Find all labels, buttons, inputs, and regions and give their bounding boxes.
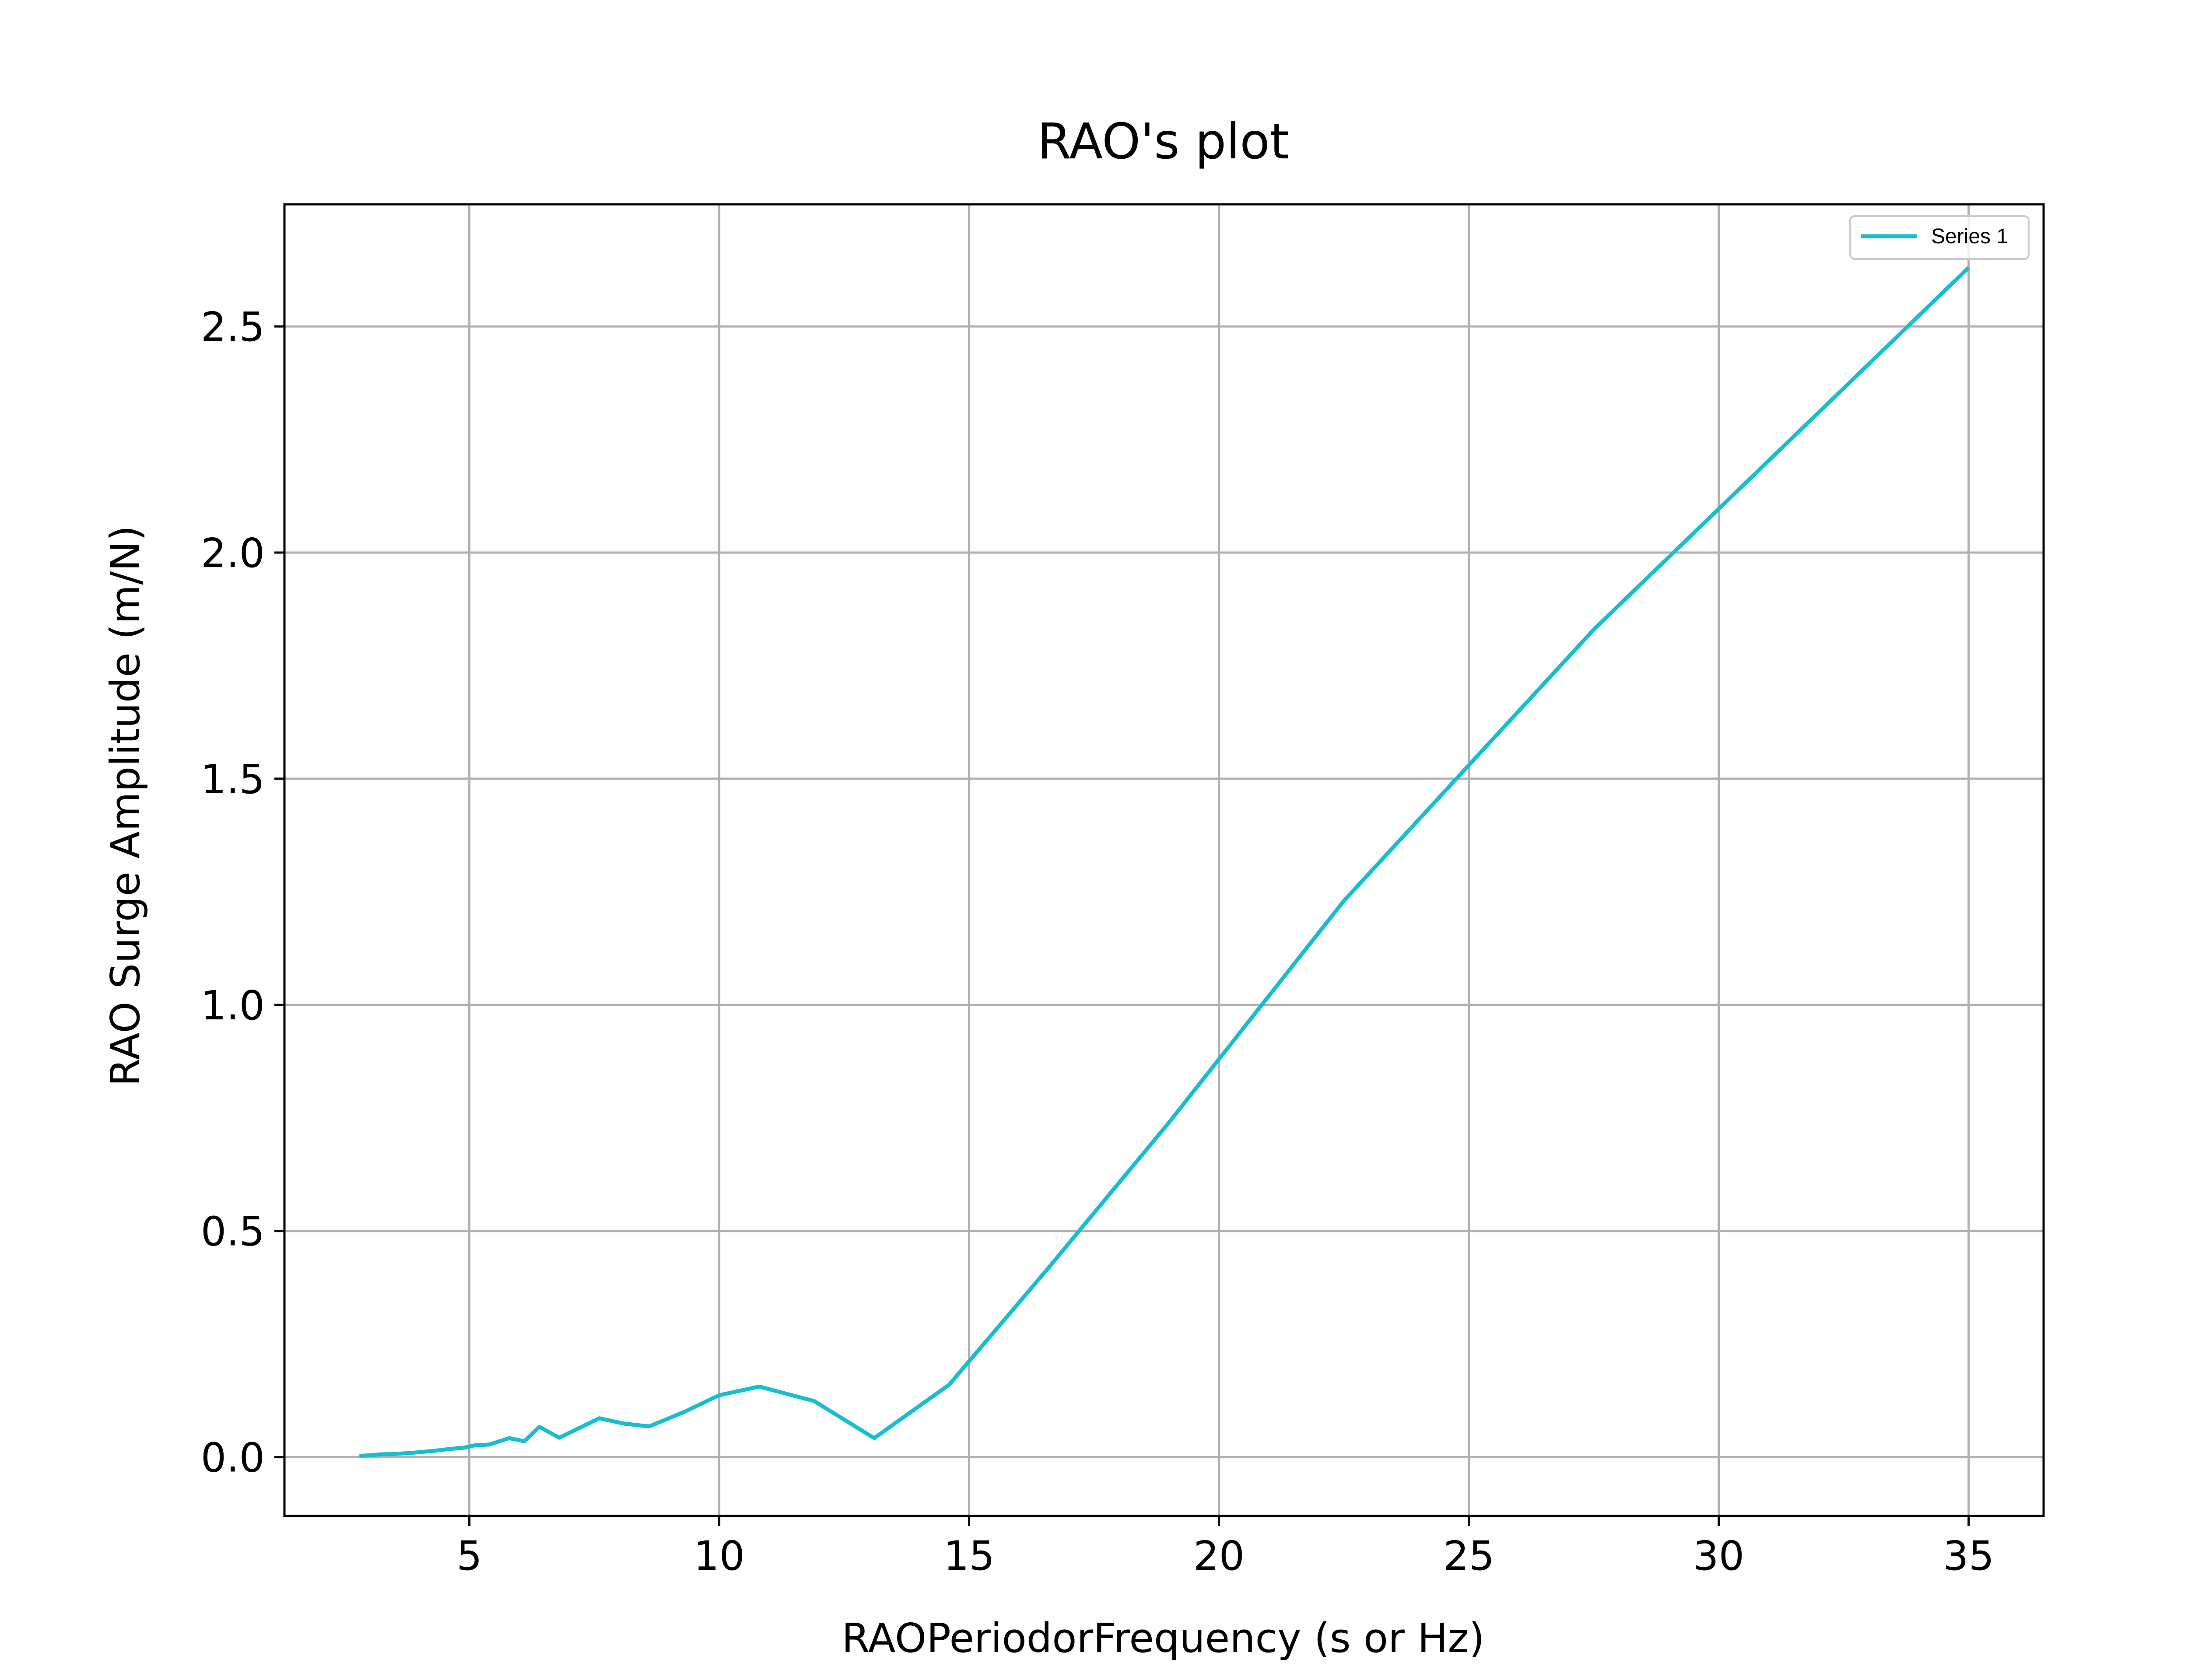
- y-axis-ticks: 0.0 0.5 1.0 1.5 2.0 2.5: [201, 304, 284, 1481]
- y-tick-label: 0.5: [201, 1208, 265, 1255]
- y-tick-label: 1.5: [201, 756, 265, 803]
- x-tick-label: 10: [694, 1533, 745, 1579]
- plot-frame: [283, 203, 2045, 1517]
- y-axis-label: RAO Surge Amplitude (m/N): [102, 525, 149, 1086]
- x-tick-label: 5: [456, 1533, 482, 1579]
- y-tick-label: 1.0: [201, 982, 265, 1029]
- chart-title: RAO's plot: [1037, 113, 1289, 170]
- y-tick-label: 2.5: [201, 304, 265, 350]
- y-tick-label: 2.0: [201, 530, 265, 577]
- series-line-1: [359, 266, 1970, 1458]
- x-tick-label: 30: [1693, 1533, 1744, 1579]
- legend-label-series-1: Series 1: [1931, 225, 2008, 248]
- x-axis-label: RAOPeriodorFrequency (s or Hz): [842, 1615, 1484, 1662]
- x-axis-ticks: 5 10 15 20 25 30 35: [456, 1516, 1994, 1579]
- legend-box: [1849, 215, 2030, 260]
- x-tick-label: 35: [1943, 1533, 1994, 1579]
- x-tick-label: 15: [943, 1533, 995, 1579]
- grid: [284, 204, 2044, 1516]
- legend: Series 1: [1849, 215, 2030, 260]
- series-layer: [359, 266, 1970, 1458]
- y-tick-label: 0.0: [201, 1435, 265, 1481]
- x-tick-label: 20: [1193, 1533, 1245, 1579]
- x-tick-label: 25: [1443, 1533, 1494, 1579]
